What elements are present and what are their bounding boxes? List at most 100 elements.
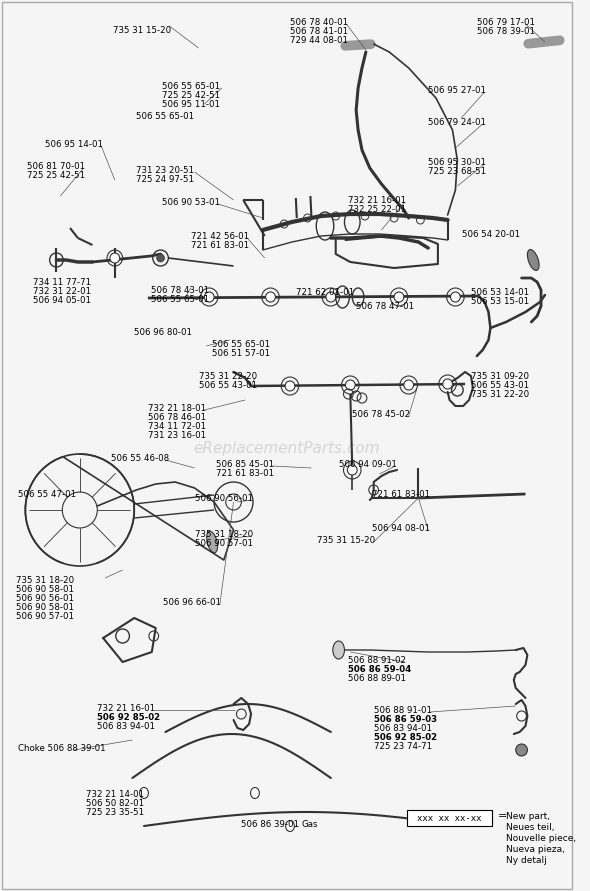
Text: 506 90 58-01: 506 90 58-01 — [15, 585, 74, 594]
Text: 506 53 14-01: 506 53 14-01 — [471, 288, 529, 297]
Circle shape — [348, 465, 357, 475]
Text: 725 24 97-51: 725 24 97-51 — [136, 175, 194, 184]
Text: 506 88 91-01: 506 88 91-01 — [373, 706, 432, 715]
Text: 506 90 57-01: 506 90 57-01 — [15, 612, 74, 621]
Text: 506 55 47-01: 506 55 47-01 — [18, 490, 76, 499]
Text: 506 88 91-02: 506 88 91-02 — [348, 656, 407, 665]
Text: 732 21 18-01: 732 21 18-01 — [148, 404, 206, 413]
Text: 721 61 83-01: 721 61 83-01 — [216, 469, 274, 478]
Text: Nueva pieza,: Nueva pieza, — [506, 845, 565, 854]
Text: 735 31 15-20: 735 31 15-20 — [113, 26, 171, 35]
Text: 506 78 40-01: 506 78 40-01 — [290, 18, 348, 27]
Text: 735 31 22-20: 735 31 22-20 — [198, 372, 257, 381]
Text: 506 95 30-01: 506 95 30-01 — [428, 158, 486, 167]
Text: 506 50 82-01: 506 50 82-01 — [86, 799, 144, 808]
Text: 506 53 15-01: 506 53 15-01 — [471, 297, 529, 306]
Text: 506 51 57-01: 506 51 57-01 — [212, 349, 270, 358]
Ellipse shape — [251, 788, 260, 798]
Circle shape — [442, 379, 453, 389]
Text: 506 90 56-01: 506 90 56-01 — [15, 594, 74, 603]
Text: 734 11 72-01: 734 11 72-01 — [148, 422, 206, 431]
Text: New part,: New part, — [506, 812, 550, 821]
Circle shape — [404, 380, 414, 390]
Text: 506 78 45-02: 506 78 45-02 — [352, 410, 411, 419]
Circle shape — [157, 254, 165, 262]
Text: 506 54 20-01: 506 54 20-01 — [462, 230, 520, 239]
Circle shape — [346, 380, 355, 390]
Text: 725 23 74-71: 725 23 74-71 — [373, 742, 432, 751]
Text: 506 96 80-01: 506 96 80-01 — [135, 328, 192, 337]
Text: 735 31 15-20: 735 31 15-20 — [317, 536, 375, 545]
Text: 506 55 46-08: 506 55 46-08 — [111, 454, 169, 463]
Text: 506 79 17-01: 506 79 17-01 — [477, 18, 535, 27]
Ellipse shape — [527, 249, 539, 271]
Text: 506 55 43-01: 506 55 43-01 — [471, 381, 529, 390]
Text: xxx xx xx-xx: xxx xx xx-xx — [417, 813, 482, 822]
Text: 506 85 45-01: 506 85 45-01 — [216, 460, 274, 469]
Text: 506 96 66-01: 506 96 66-01 — [163, 598, 221, 607]
Text: 506 92 85-02: 506 92 85-02 — [373, 733, 437, 742]
Text: 506 92 85-02: 506 92 85-02 — [97, 713, 160, 722]
Text: 506 78 47-01: 506 78 47-01 — [356, 302, 414, 311]
Text: 506 78 43-01: 506 78 43-01 — [151, 286, 209, 295]
Text: 506 78 41-01: 506 78 41-01 — [290, 27, 348, 36]
Text: 506 94 09-01: 506 94 09-01 — [339, 460, 396, 469]
Text: 721 42 56-01: 721 42 56-01 — [191, 232, 249, 241]
Text: 506 94 08-01: 506 94 08-01 — [372, 524, 430, 533]
Text: 506 55 43-01: 506 55 43-01 — [198, 381, 257, 390]
Text: 735 31 09-20: 735 31 09-20 — [471, 372, 529, 381]
Text: 732 25 22-01: 732 25 22-01 — [348, 205, 407, 214]
Text: 721 61 83-01: 721 61 83-01 — [191, 241, 249, 250]
Text: 732 31 22-01: 732 31 22-01 — [33, 287, 91, 296]
Text: 721 62 01-01: 721 62 01-01 — [296, 288, 354, 297]
Ellipse shape — [333, 641, 345, 659]
Text: Neues teil,: Neues teil, — [506, 823, 555, 832]
Text: 725 25 42-51: 725 25 42-51 — [27, 171, 86, 180]
Text: 506 83 94-01: 506 83 94-01 — [373, 724, 432, 733]
Circle shape — [326, 292, 336, 302]
Text: eReplacementParts.com: eReplacementParts.com — [194, 440, 381, 455]
Text: 506 81 70-01: 506 81 70-01 — [27, 162, 86, 171]
Text: 735 31 18-20: 735 31 18-20 — [195, 530, 253, 539]
Text: 731 23 16-01: 731 23 16-01 — [148, 431, 206, 440]
Ellipse shape — [465, 814, 473, 825]
Circle shape — [110, 253, 120, 263]
Circle shape — [285, 381, 295, 391]
Ellipse shape — [286, 821, 294, 831]
Text: 506 78 39-01: 506 78 39-01 — [477, 27, 535, 36]
Text: 506 86 59-03: 506 86 59-03 — [373, 715, 437, 724]
Text: =: = — [498, 811, 507, 821]
Text: 506 90 53-01: 506 90 53-01 — [162, 198, 219, 207]
Text: 506 79 24-01: 506 79 24-01 — [428, 118, 486, 127]
Circle shape — [204, 292, 214, 302]
Text: 506 55 65-01: 506 55 65-01 — [212, 340, 270, 349]
Text: 506 95 27-01: 506 95 27-01 — [428, 86, 486, 95]
FancyArrowPatch shape — [528, 40, 560, 44]
Circle shape — [516, 744, 527, 756]
Circle shape — [394, 292, 404, 302]
Text: Gas: Gas — [301, 820, 318, 829]
Text: Choke 506 88 39-01: Choke 506 88 39-01 — [18, 744, 105, 753]
Text: 506 90 56-01: 506 90 56-01 — [195, 494, 253, 503]
Text: 735 31 22-20: 735 31 22-20 — [471, 390, 529, 399]
Bar — [407, 810, 493, 826]
Text: 506 90 57-01: 506 90 57-01 — [195, 539, 253, 548]
Text: 734 11 77-71: 734 11 77-71 — [33, 278, 91, 287]
Text: 506 78 46-01: 506 78 46-01 — [148, 413, 206, 422]
Text: 725 23 35-51: 725 23 35-51 — [86, 808, 144, 817]
Circle shape — [266, 292, 276, 302]
Text: 506 55 65-01: 506 55 65-01 — [136, 112, 194, 121]
Text: 506 55 65-01: 506 55 65-01 — [151, 295, 209, 304]
Text: 729 44 08-01: 729 44 08-01 — [290, 36, 348, 45]
Text: 732 21 16-01: 732 21 16-01 — [97, 704, 155, 713]
Text: 506 83 94-01: 506 83 94-01 — [97, 722, 155, 731]
Text: Ny detalj: Ny detalj — [506, 856, 547, 865]
Text: 732 21 16-01: 732 21 16-01 — [348, 196, 407, 205]
Text: Nouvelle piece,: Nouvelle piece, — [506, 834, 576, 843]
Text: 506 94 05-01: 506 94 05-01 — [33, 296, 91, 305]
Text: 506 88 89-01: 506 88 89-01 — [348, 674, 407, 683]
Text: 725 25 42-51: 725 25 42-51 — [162, 91, 219, 100]
Text: 735 31 18-20: 735 31 18-20 — [15, 576, 74, 585]
Text: 506 86 59-04: 506 86 59-04 — [348, 665, 412, 674]
Text: 731 23 20-51: 731 23 20-51 — [136, 166, 194, 175]
